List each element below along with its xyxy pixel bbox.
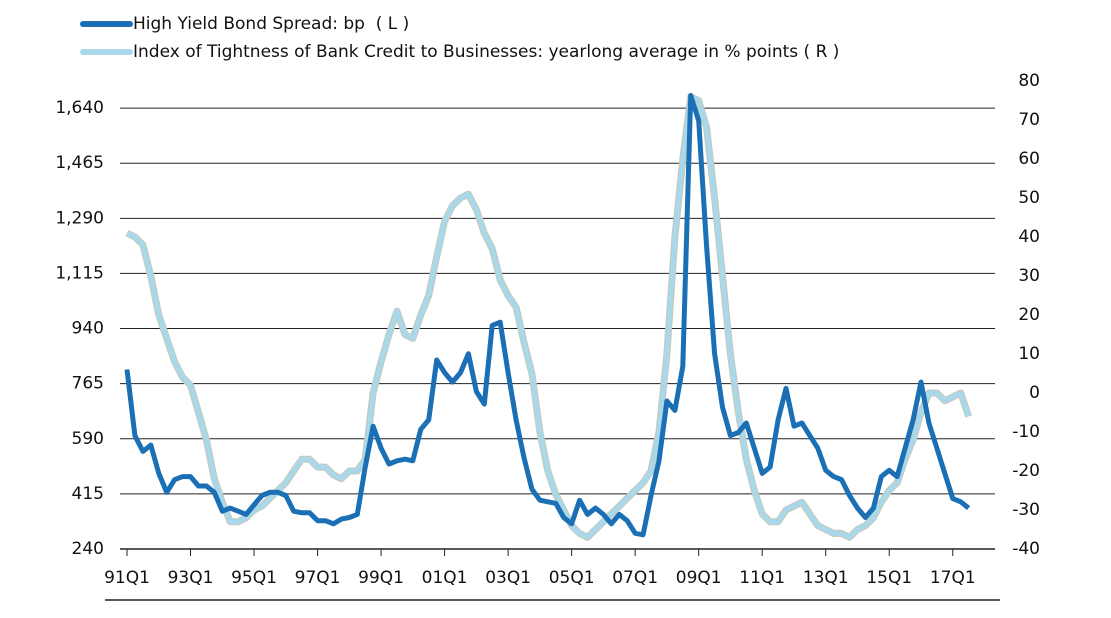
series-line [125,94,971,540]
y2-tick-label: 20 [1018,305,1040,325]
y-tick-label: 240 [72,539,104,559]
x-tick-label: 09Q1 [676,568,722,588]
x-tick-label: 99Q1 [358,568,404,588]
series-line [124,93,971,538]
y-tick-label: 1,115 [55,263,104,283]
y2-tick-label: 0 [1029,383,1040,403]
x-tick-label: 01Q1 [422,568,468,588]
y2-tick-label: -10 [1012,422,1040,442]
x-tick-label: 13Q1 [803,568,849,588]
y2-tick-label: 10 [1018,344,1040,364]
y-tick-label: 1,290 [55,208,104,228]
y2-tick-label: 60 [1018,149,1040,169]
y-tick-label: 765 [72,374,104,394]
x-tick-label: 07Q1 [612,568,658,588]
legend-label: Index of Tightness of Bank Credit to Bus… [133,42,839,62]
y-tick-label: 1,465 [55,153,104,173]
y2-tick-label: 30 [1018,266,1040,286]
x-tick-label: 17Q1 [930,568,976,588]
y-tick-label: 590 [72,429,104,449]
y2-tick-label: 80 [1018,71,1040,91]
y-tick-label: 940 [72,319,104,339]
x-tick-label: 11Q1 [739,568,785,588]
y2-tick-label: -20 [1012,461,1040,481]
y2-tick-label: 40 [1018,227,1040,247]
x-tick-label: 93Q1 [168,568,214,588]
x-tick-label: 05Q1 [549,568,595,588]
y-tick-label: 1,640 [55,98,104,118]
y2-tick-label: 50 [1018,188,1040,208]
legend-label: High Yield Bond Spread: bp ( L ) [133,14,409,34]
y2-tick-label: -30 [1012,500,1040,520]
y-tick-label: 415 [72,484,104,504]
x-tick-label: 15Q1 [866,568,912,588]
y2-tick-label: -40 [1012,539,1040,559]
x-tick-label: 97Q1 [295,568,341,588]
x-tick-label: 03Q1 [485,568,531,588]
x-tick-label: 95Q1 [231,568,277,588]
y2-tick-label: 70 [1018,110,1040,130]
x-tick-label: 91Q1 [104,568,150,588]
